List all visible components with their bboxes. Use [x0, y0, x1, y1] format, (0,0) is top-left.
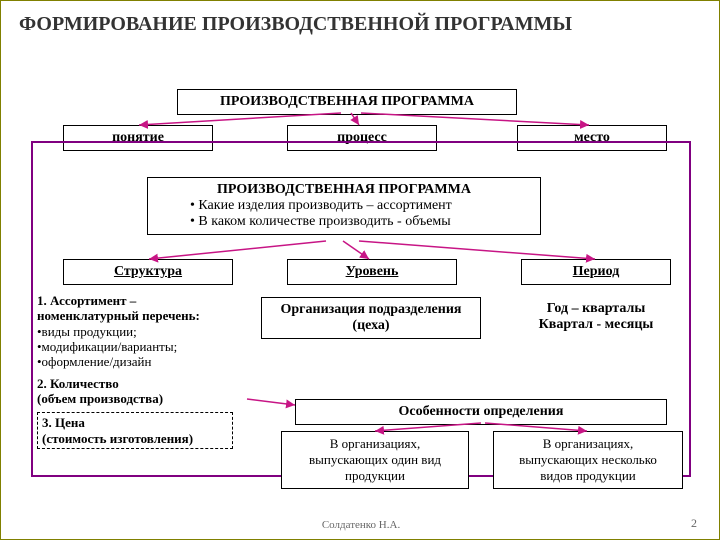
col1-s1-b2: •модификации/варианты;	[37, 339, 177, 354]
footer-author: Солдатенко Н.А.	[1, 519, 720, 531]
col1-s3-title: 3. Цена	[42, 415, 85, 430]
col1-s3-sub: (стоимость изготовления)	[42, 431, 193, 446]
inner-header-bullet2: • В каком количестве производить - объем…	[156, 214, 532, 230]
slide-title: ФОРМИРОВАНИЕ ПРОИЗВОДСТВЕННОЙ ПРОГРАММЫ	[19, 13, 701, 36]
col1-s1-b3: •оформление/дизайн	[37, 354, 151, 369]
col1-s1-sub: номенклатурный перечень:	[37, 308, 200, 323]
col1-structure: 1. Ассортимент – номенклатурный перечень…	[37, 293, 247, 449]
org1-box: В организациях, выпускающих один вид про…	[281, 431, 469, 489]
year-box: Год – кварталы Квартал - месяцы	[511, 297, 681, 337]
org-box: Организация подразделения (цеха)	[261, 297, 481, 339]
subtab-uroven: Уровень	[287, 259, 457, 285]
main-header-box: ПРОИЗВОДСТВЕННАЯ ПРОГРАММА	[177, 89, 517, 115]
col1-s1-title: 1. Ассортимент –	[37, 293, 136, 308]
inner-header-title: ПРОИЗВОДСТВЕННАЯ ПРОГРАММА	[156, 182, 532, 198]
col1-sect3: 3. Цена (стоимость изготовления)	[37, 412, 233, 449]
subtab-struktura: Структура	[63, 259, 233, 285]
slide-frame: ФОРМИРОВАНИЕ ПРОИЗВОДСТВЕННОЙ ПРОГРАММЫ …	[0, 0, 720, 540]
subtab-period: Период	[521, 259, 671, 285]
page-number: 2	[691, 516, 697, 531]
org2-box: В организациях, выпускающих несколько ви…	[493, 431, 683, 489]
osobennosti-box: Особенности определения	[295, 399, 667, 425]
inner-header-bullet1: • Какие изделия производить – ассортимен…	[156, 198, 532, 214]
col1-s1-b1: •виды продукции;	[37, 324, 137, 339]
col1-s2-sub: (объем производства)	[37, 391, 163, 406]
col1-s2-title: 2. Количество	[37, 376, 119, 391]
col1-sect2: 2. Количество (объем производства)	[37, 376, 247, 407]
inner-header-box: ПРОИЗВОДСТВЕННАЯ ПРОГРАММА • Какие издел…	[147, 177, 541, 235]
col1-sect1: 1. Ассортимент – номенклатурный перечень…	[37, 293, 247, 370]
